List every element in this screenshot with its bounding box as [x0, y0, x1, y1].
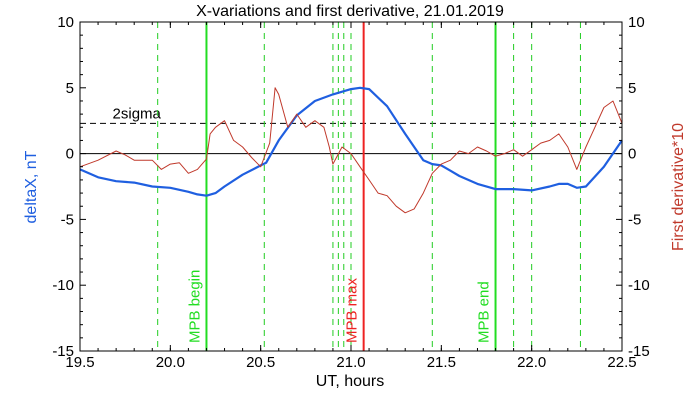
y-axis-right-label: First derivative*10 [670, 123, 687, 251]
x-tick-label: 20.5 [246, 354, 275, 371]
y-tick-label-right: -5 [628, 211, 641, 228]
y-tick-label-right: 5 [628, 80, 636, 97]
x-tick-label: 19.5 [65, 354, 94, 371]
y-tick-label-right: 10 [628, 14, 645, 31]
derivative-series-line [79, 87, 623, 214]
x-tick-label: 21.0 [336, 354, 365, 371]
marker-label-mpb-begin: MPB begin [186, 270, 203, 343]
x-tick-label: 21.5 [427, 354, 456, 371]
y-tick-label-right: 0 [628, 146, 636, 163]
y-tick-label-left: 10 [57, 14, 74, 31]
y-tick-label-left: 0 [66, 146, 74, 163]
chart-title: X-variations and first derivative, 21.01… [196, 3, 504, 20]
y-tick-label-right: -15 [628, 343, 650, 360]
y-tick-label-left: -15 [52, 343, 74, 360]
plot-frame [79, 21, 623, 352]
y-tick-label-right: -10 [628, 277, 650, 294]
x-tick-label: 22.5 [607, 354, 636, 371]
marker-label-mpb-max: MPB max [344, 277, 361, 343]
plot-area: 2sigma MPB begin MPB max MPB end 19.5 20.0 20.… [52, 14, 649, 371]
y-tick-label-left: 5 [66, 80, 74, 97]
y-tick-label-left: -5 [61, 211, 74, 228]
threshold-label: 2sigma [113, 105, 162, 122]
x-axis-label: UT, hours [316, 373, 384, 390]
deltax-series-line [79, 86, 623, 197]
y-axis-left-label: deltaX, nT [23, 150, 40, 223]
x-tick-label: 22.0 [517, 354, 546, 371]
marker-label-mpb-end: MPB end [476, 281, 493, 343]
x-tick-label: 20.0 [156, 354, 185, 371]
y-tick-label-left: -10 [52, 277, 74, 294]
